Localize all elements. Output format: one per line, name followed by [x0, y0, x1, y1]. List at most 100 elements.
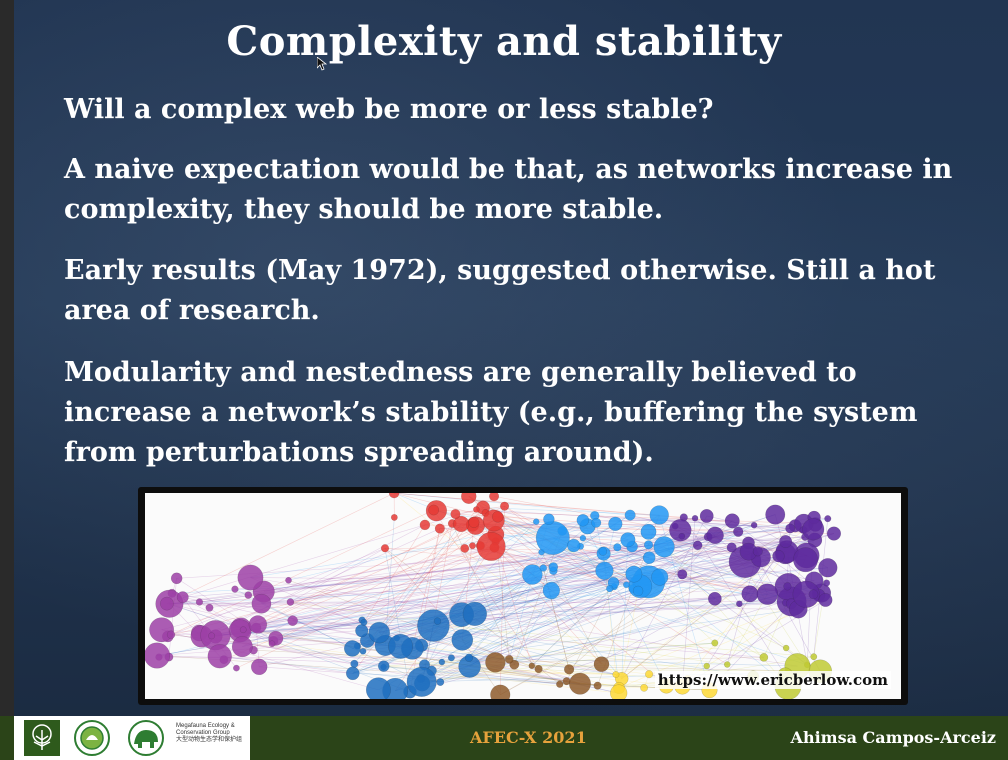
network-node [388, 493, 400, 499]
university-seal-icon [74, 720, 110, 756]
network-node [598, 547, 608, 556]
network-node [610, 684, 628, 699]
network-node [233, 664, 240, 672]
presenter-name: Ahimsa Campos-Arceiz [790, 728, 996, 747]
network-node [678, 532, 686, 540]
network-node [640, 683, 648, 692]
network-node [285, 576, 292, 584]
network-node [543, 513, 555, 525]
network-node [500, 501, 510, 511]
footer-logos: Megafauna Ecology & Conservation Group 大… [14, 716, 250, 760]
network-node [620, 532, 636, 548]
network-node [195, 598, 204, 606]
network-node [756, 583, 779, 605]
network-node [707, 591, 722, 606]
network-node [438, 658, 446, 666]
network-node [489, 493, 500, 502]
paragraph-early-results: Early results (May 1972), suggested othe… [64, 255, 936, 326]
network-node [166, 630, 176, 639]
network-node [207, 644, 232, 669]
network-node [434, 523, 445, 534]
network-node [377, 660, 390, 672]
network-node [632, 585, 644, 597]
network-node [608, 516, 623, 531]
network-node [606, 585, 614, 593]
network-node [624, 509, 636, 521]
slide-title: Complexity and stability [226, 18, 782, 65]
network-node [345, 666, 360, 681]
network-node [461, 493, 477, 504]
group-name-text: Megafauna Ecology & Conservation Group 大… [176, 723, 243, 743]
network-node [205, 603, 214, 612]
network-image-frame: https://www.ericberlow.com [138, 487, 908, 705]
network-node [793, 547, 819, 573]
network-node [723, 661, 731, 668]
network-node [248, 615, 268, 634]
image-credit-url[interactable]: https://www.ericberlow.com [654, 671, 891, 689]
network-node [542, 581, 560, 600]
network-node [368, 621, 391, 644]
network-node [528, 662, 536, 670]
network-node [428, 504, 440, 516]
network-image: https://www.ericberlow.com [145, 493, 901, 699]
network-node [649, 505, 669, 525]
network-node [567, 538, 581, 553]
network-node [792, 580, 820, 608]
network-node [145, 642, 171, 669]
network-node [388, 633, 414, 659]
network-node [447, 654, 455, 662]
network-node [625, 565, 643, 583]
network-node [595, 561, 614, 580]
network-node [451, 629, 474, 651]
network-node [231, 636, 253, 658]
network-node [343, 640, 361, 657]
network-node [782, 644, 790, 652]
network-node [643, 540, 654, 550]
network-node [765, 504, 786, 525]
network-node [691, 514, 699, 522]
network-node [706, 526, 724, 545]
network-node [548, 562, 559, 572]
network-node [591, 517, 602, 528]
network-node [433, 617, 442, 625]
network-node [824, 515, 832, 523]
network-node [711, 639, 719, 647]
network-node [699, 509, 714, 523]
network-node [733, 526, 744, 537]
network-node [160, 596, 174, 611]
megafauna-elephant-logo-icon [128, 720, 164, 756]
mouse-cursor-icon [317, 57, 327, 71]
network-node [286, 598, 295, 606]
network-node [750, 521, 758, 529]
network-node [802, 518, 825, 541]
network-node [390, 513, 398, 521]
network-node [539, 564, 548, 572]
network-node [350, 659, 359, 668]
network-node [534, 664, 543, 674]
network-node [380, 544, 390, 553]
network-node [651, 568, 669, 586]
network-node [772, 549, 785, 563]
network-node [759, 653, 769, 662]
network-node [231, 585, 239, 593]
network-node [645, 670, 654, 679]
network-node [810, 653, 818, 661]
paragraph-naive-expectation: A naive expectation would be that, as ne… [64, 154, 953, 225]
network-node [642, 551, 656, 565]
network-node [365, 677, 391, 699]
paragraph-question: Will a complex web be more or less stabl… [64, 94, 714, 125]
network-node [593, 656, 610, 672]
network-node [579, 534, 587, 542]
left-window-edge [0, 0, 14, 760]
network-node [612, 670, 620, 678]
network-node [244, 591, 253, 599]
network-node [823, 579, 831, 587]
network-node [208, 632, 216, 640]
network-node [485, 652, 506, 673]
network-node [460, 544, 470, 553]
network-node [613, 543, 622, 552]
footer-bar: Megafauna Ecology & Conservation Group 大… [0, 716, 1008, 760]
network-node [419, 519, 431, 531]
network-node [417, 609, 450, 642]
network-node [287, 615, 298, 626]
